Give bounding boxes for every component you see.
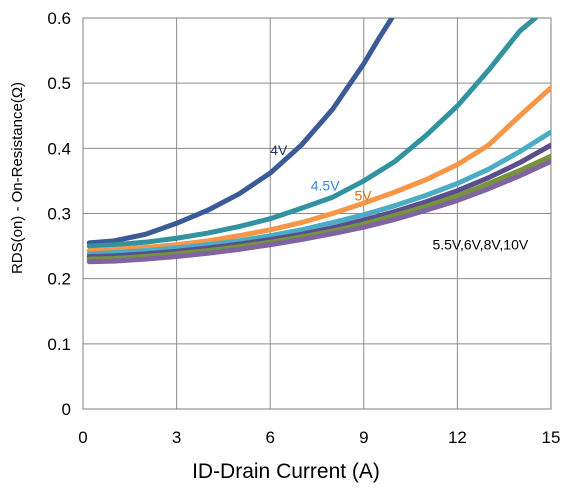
- x-tick-label: 15: [542, 428, 561, 447]
- curve-annotations: 4V 4.5V 5V 5.5V,6V,8V,10V: [270, 142, 529, 252]
- curve-label: 5V: [354, 187, 372, 203]
- x-axis-label: ID-Drain Current (A): [192, 460, 380, 483]
- y-tick-label: 0.6: [47, 9, 71, 28]
- curve-label: 4V: [270, 142, 288, 158]
- y-tick-label: 0.5: [47, 74, 71, 93]
- series-line-4v: [86, 18, 395, 246]
- series-line-4-5v: [86, 18, 538, 249]
- curve-label: 5.5V,6V,8V,10V: [432, 236, 528, 252]
- plot-frame: [82, 17, 552, 410]
- series-line-6v: [86, 142, 551, 260]
- series-line-5v: [86, 85, 551, 254]
- y-tick-labels: 0 0.1 0.2 0.3 0.4 0.5 0.6: [47, 9, 71, 419]
- series-line-8v: [86, 153, 551, 262]
- y-axis-label: RDS(on) - On-Resistance(Ω): [9, 82, 26, 274]
- x-tick-label: 12: [448, 428, 467, 447]
- y-tick-label: 0.3: [47, 205, 71, 224]
- y-tick-label: 0.1: [47, 335, 71, 354]
- series-line-10v: [86, 158, 551, 265]
- y-tick-label: 0.4: [47, 139, 71, 158]
- x-tick-label: 9: [359, 428, 368, 447]
- series-lines: [86, 18, 551, 265]
- curve-label: 4.5V: [311, 178, 340, 194]
- x-tick-label: 3: [172, 428, 181, 447]
- y-tick-label: 0: [62, 400, 71, 419]
- y-tick-label: 0.2: [47, 270, 71, 289]
- x-tick-label: 0: [78, 428, 87, 447]
- series-line-5-5v: [86, 129, 551, 257]
- x-tick-label: 6: [265, 428, 274, 447]
- x-tick-labels: 0 3 6 9 12 15: [78, 428, 560, 447]
